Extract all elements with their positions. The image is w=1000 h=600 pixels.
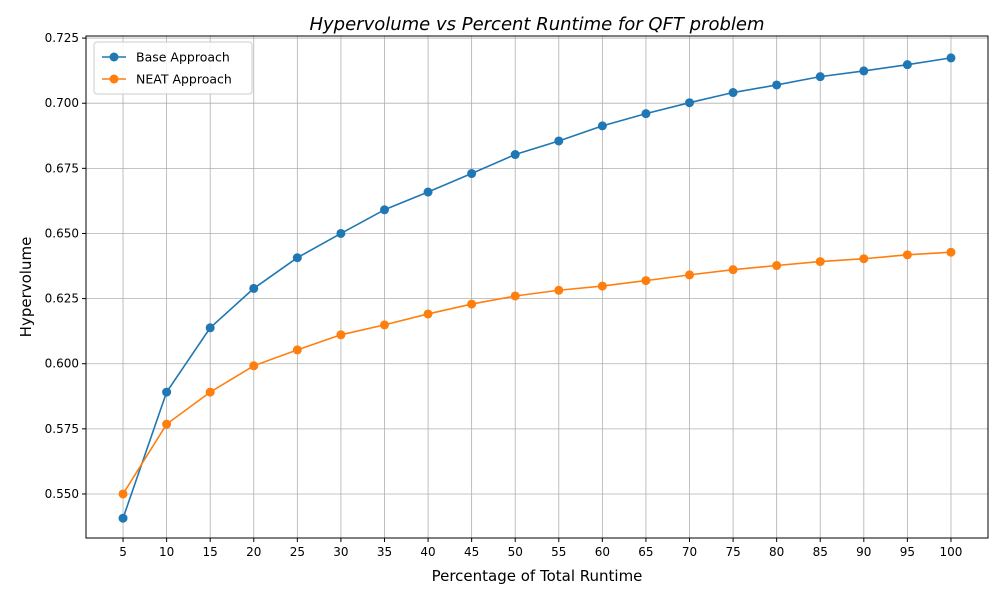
data-point (859, 66, 869, 76)
y-tick-label: 0.650 (45, 226, 79, 240)
legend-item: NEAT Approach (102, 72, 232, 87)
x-tick-label: 95 (900, 545, 915, 559)
series-line (122, 251, 952, 495)
data-point (118, 513, 128, 523)
x-tick-label: 40 (420, 545, 435, 559)
x-axis-ticks: 5 10 15 20 25 30 35 40 45 50 55 60 65 70 75 80 85 90 95 100 (119, 538, 962, 559)
data-point (641, 109, 651, 119)
y-tick-label: 0.725 (45, 31, 79, 45)
data-point (510, 291, 520, 301)
data-point (423, 187, 433, 197)
data-point (902, 60, 912, 70)
data-point (641, 276, 651, 286)
x-tick-label: 20 (246, 545, 261, 559)
data-point (467, 299, 477, 309)
data-point (249, 361, 259, 371)
series-neat-approach (118, 247, 956, 499)
chart-title: Hypervolume vs Percent Runtime for QFT p… (309, 14, 764, 35)
x-tick-label: 55 (551, 545, 566, 559)
y-tick-label: 0.600 (45, 357, 79, 371)
plot-frame (85, 35, 989, 539)
data-point (292, 253, 302, 263)
x-tick-label: 90 (856, 545, 871, 559)
data-point (336, 228, 346, 238)
grid (86, 36, 988, 538)
y-tick-label: 0.675 (45, 161, 79, 175)
legend-item: Base Approach (102, 50, 230, 65)
x-tick-label: 25 (290, 545, 305, 559)
x-tick-label: 45 (464, 545, 479, 559)
data-point (467, 169, 477, 179)
data-point (772, 261, 782, 271)
data-point (597, 121, 607, 131)
y-tick-label: 0.625 (45, 292, 79, 306)
x-axis-label: Percentage of Total Runtime (432, 567, 643, 585)
x-tick-label: 50 (508, 545, 523, 559)
data-point (946, 53, 956, 63)
y-axis-ticks: 0.550 0.575 0.600 0.625 0.650 0.675 0.700 0.725 (45, 31, 86, 501)
data-point (379, 320, 389, 330)
data-point (205, 387, 215, 397)
x-tick-label: 70 (682, 545, 697, 559)
y-tick-label: 0.550 (45, 487, 79, 501)
data-point (205, 323, 215, 333)
data-point (162, 387, 172, 397)
data-point (336, 330, 346, 340)
data-point (728, 265, 738, 275)
data-point (249, 283, 259, 293)
x-tick-label: 15 (203, 545, 218, 559)
y-tick-label: 0.575 (45, 422, 79, 436)
data-point (859, 254, 869, 264)
data-point (815, 72, 825, 82)
legend-label: Base Approach (136, 50, 230, 65)
x-tick-label: 100 (940, 545, 963, 559)
data-point (510, 150, 520, 160)
x-tick-label: 60 (595, 545, 610, 559)
y-tick-label: 0.700 (45, 96, 79, 110)
data-point (423, 309, 433, 319)
legend-box (93, 41, 253, 95)
x-tick-label: 35 (377, 545, 392, 559)
x-tick-label: 75 (725, 545, 740, 559)
data-point (685, 270, 695, 280)
x-tick-label: 85 (813, 545, 828, 559)
series-base-approach (118, 53, 956, 523)
legend-marker (109, 74, 119, 84)
x-tick-label: 5 (119, 545, 127, 559)
data-point (554, 285, 564, 295)
legend-label: NEAT Approach (136, 72, 232, 87)
y-axis-label: Hypervolume (17, 237, 35, 338)
data-point (685, 98, 695, 108)
data-point (292, 345, 302, 355)
data-point (597, 281, 607, 291)
legend-marker (109, 52, 119, 62)
x-tick-label: 10 (159, 545, 174, 559)
data-point (118, 489, 128, 499)
x-tick-label: 80 (769, 545, 784, 559)
x-tick-label: 30 (333, 545, 348, 559)
series-layer (118, 53, 956, 523)
series-line (122, 57, 952, 519)
legend: Base Approach NEAT Approach (93, 41, 253, 95)
data-point (162, 419, 172, 429)
data-point (772, 80, 782, 90)
x-tick-label: 65 (638, 545, 653, 559)
data-point (379, 205, 389, 215)
data-point (902, 250, 912, 260)
data-point (554, 136, 564, 146)
data-point (728, 88, 738, 98)
data-point (815, 257, 825, 267)
data-point (946, 247, 956, 257)
